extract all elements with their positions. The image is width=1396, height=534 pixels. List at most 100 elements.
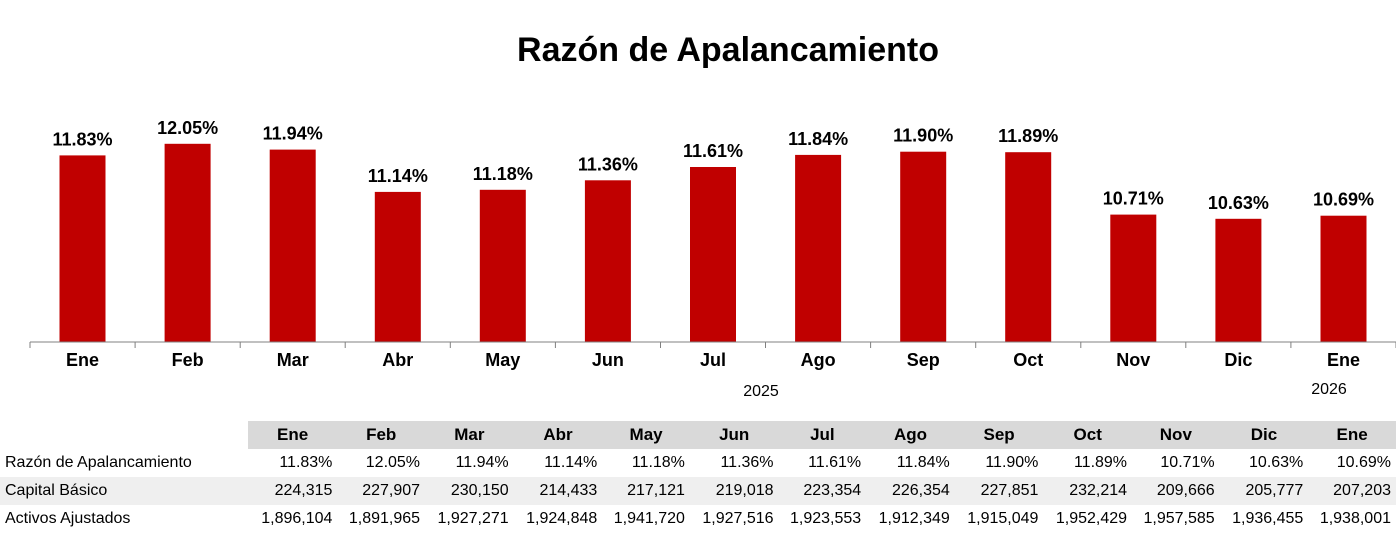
- table-cell: 1,941,720: [613, 510, 685, 527]
- table-cell: 10.71%: [1160, 454, 1215, 471]
- row-label: Capital Básico: [0, 477, 248, 505]
- table-header: Abr: [513, 421, 603, 449]
- table-header: Jul: [778, 421, 867, 449]
- bar-value-label: 11.14%: [368, 166, 428, 186]
- table-header: Sep: [954, 421, 1044, 449]
- bar: [59, 155, 106, 342]
- table-row: Activos Ajustados 1,896,104 1,891,965 1,…: [0, 505, 1396, 533]
- table-cell: 11.14%: [544, 454, 598, 471]
- bar: [164, 143, 211, 342]
- bar-value-label: 10.71%: [1103, 189, 1164, 209]
- table-cell: 1,927,516: [702, 510, 774, 527]
- table-cell: 226,354: [866, 477, 955, 505]
- bar: [1005, 152, 1052, 342]
- table-header: Ene: [1308, 421, 1396, 449]
- bar: [690, 167, 736, 342]
- bar-value-label: 11.90%: [893, 126, 953, 146]
- table-cell: 11.36%: [720, 454, 774, 471]
- bar-value-labels: 11.83% 12.05% 11.94% 11.14% 11.18% 11.36% 11.6…: [52, 118, 1374, 213]
- data-table: Ene Feb Mar Abr May Jun Jul Ago Sep Oct …: [0, 421, 1396, 533]
- table-header: Dic: [1219, 421, 1309, 449]
- table-cell: 223,354: [778, 477, 867, 505]
- bar-value-label: 11.94%: [263, 124, 323, 144]
- table-cell: 12.05%: [365, 454, 421, 471]
- bar-value-label: 11.89%: [998, 126, 1058, 146]
- table-cell: 230,150: [425, 477, 514, 505]
- table-cell: 232,214: [1043, 477, 1133, 505]
- table-header: Mar: [425, 421, 514, 449]
- table-header-row: Ene Feb Mar Abr May Jun Jul Ago Sep Oct …: [0, 421, 1396, 449]
- bar: [1215, 218, 1262, 342]
- table-cell: 1,957,585: [1143, 510, 1215, 527]
- x-tick-label: Ago: [801, 350, 836, 370]
- x-axis-ticks: [29, 342, 1396, 348]
- table-header: Feb: [337, 421, 426, 449]
- table-cell: 205,777: [1219, 477, 1309, 505]
- table-cell: 11.61%: [808, 454, 862, 471]
- table-cell: 1,936,455: [1232, 510, 1304, 527]
- table-header: Nov: [1132, 421, 1220, 449]
- table-cell: 227,907: [337, 477, 426, 505]
- x-tick-label: Jul: [700, 350, 726, 370]
- x-tick-label: Abr: [382, 350, 413, 370]
- chart-title: Razón de Apalancamiento: [517, 31, 939, 69]
- table-cell: 1,923,553: [789, 510, 862, 527]
- table-cell: 217,121: [602, 477, 690, 505]
- table-cell: 1,952,429: [1055, 510, 1128, 527]
- table-cell: 1,912,349: [878, 510, 950, 527]
- table-cell: 1,924,848: [526, 510, 598, 527]
- table-cell: 1,891,965: [348, 510, 421, 527]
- x-tick-label: Nov: [1116, 350, 1150, 370]
- table-cell: 11.90%: [985, 454, 1039, 471]
- bar-value-label: 11.84%: [788, 129, 848, 149]
- table-cell: 1,927,271: [437, 510, 509, 527]
- x-tick-label: Ene: [66, 350, 99, 370]
- table-row: Capital Básico 224,315 227,907 230,150 2…: [0, 477, 1396, 505]
- table-cell: 11.18%: [631, 454, 685, 471]
- table-cell: 219,018: [689, 477, 779, 505]
- x-tick-label: Oct: [1013, 350, 1043, 370]
- table-cell: 1,915,049: [967, 510, 1039, 527]
- x-tick-label: Feb: [172, 350, 204, 370]
- table-cell: 11.84%: [896, 454, 950, 471]
- table-header: May: [602, 421, 690, 449]
- year-label-2025: 2025: [743, 383, 779, 400]
- bar-value-label: 11.36%: [578, 154, 638, 174]
- table-header: Ene: [247, 421, 338, 449]
- bar: [479, 189, 526, 342]
- x-axis-tick-labels: Ene Feb Mar Abr May Jun Jul Ago Sep Oct Nov Dic Ene: [66, 350, 1360, 370]
- x-tick-label: Dic: [1224, 350, 1252, 370]
- table-cell: 227,851: [954, 477, 1044, 505]
- bar-value-label: 11.61%: [683, 141, 743, 161]
- bar-value-label: 10.63%: [1208, 193, 1269, 213]
- table-cell: 1,938,001: [1319, 510, 1391, 527]
- bar: [269, 149, 316, 342]
- table-row: Razón de Apalancamiento 11.83% 12.05% 11…: [0, 449, 1396, 477]
- table-cell: 214,433: [513, 477, 603, 505]
- table-corner: [0, 421, 248, 449]
- bar-value-label: 12.05%: [157, 118, 218, 138]
- table-header: Oct: [1043, 421, 1133, 449]
- table-header: Jun: [689, 421, 779, 449]
- bar: [900, 151, 947, 342]
- table-cell: 11.83%: [279, 454, 333, 471]
- bar-value-label: 10.69%: [1313, 190, 1374, 210]
- bar: [584, 180, 631, 342]
- bar: [374, 191, 421, 342]
- table-header: Ago: [866, 421, 955, 449]
- table-cell: 11.89%: [1073, 454, 1128, 471]
- bar: [1110, 214, 1157, 342]
- row-label: Razón de Apalancamiento: [5, 454, 192, 471]
- table-cell: 209,666: [1132, 477, 1220, 505]
- x-tick-label: Sep: [907, 350, 940, 370]
- bar: [795, 154, 842, 342]
- table-cell: 224,315: [247, 477, 338, 505]
- x-tick-label: Ene: [1327, 350, 1360, 370]
- table-cell: 10.69%: [1336, 454, 1391, 471]
- bars: [59, 143, 1367, 342]
- row-label: Activos Ajustados: [5, 510, 131, 527]
- table-cell: 1,896,104: [261, 510, 333, 527]
- x-tick-label: Mar: [277, 350, 309, 370]
- table-cell: 207,203: [1308, 477, 1396, 505]
- bar: [1320, 215, 1367, 342]
